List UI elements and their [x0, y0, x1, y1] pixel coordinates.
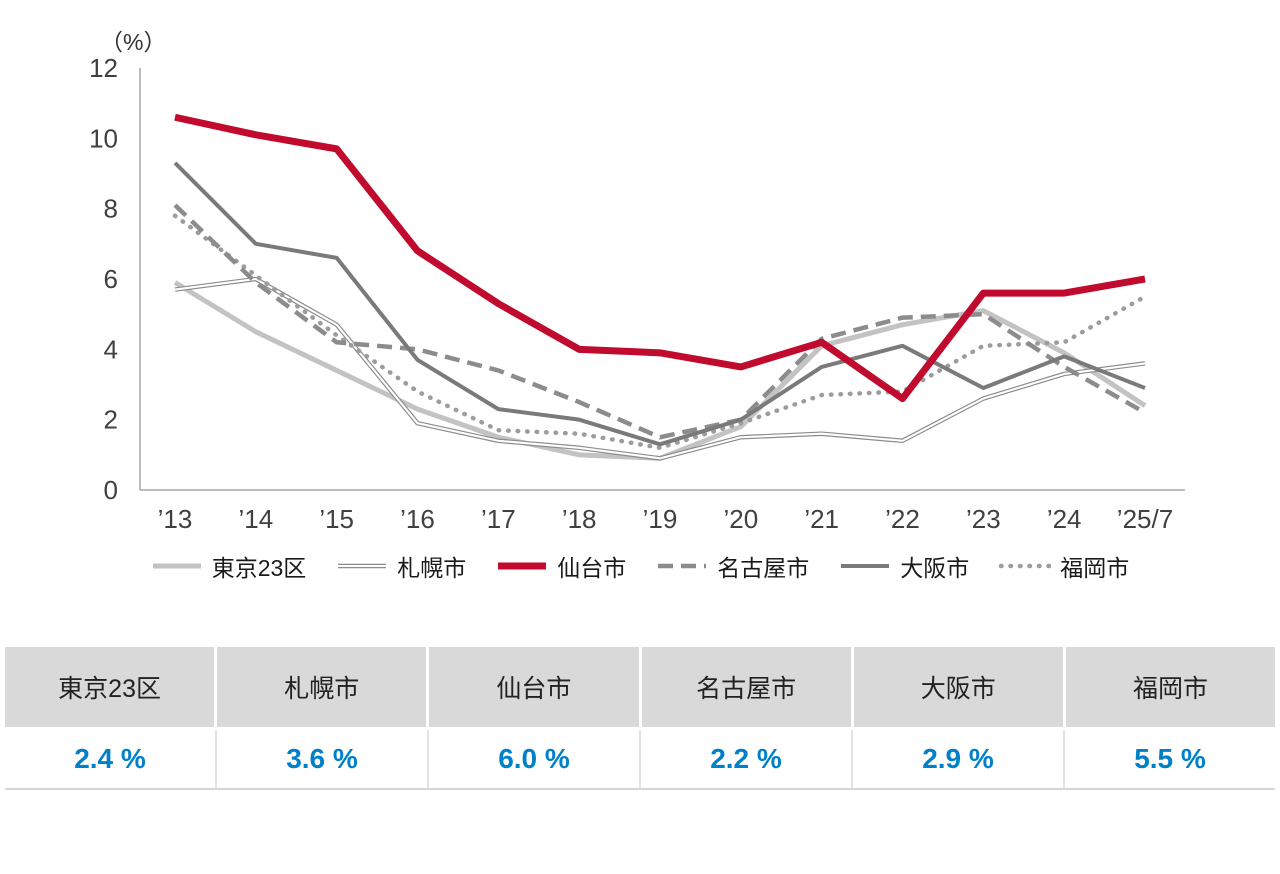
line-chart-canvas: （%）12 10 8 6 4 2 0 ’13 ’14 ’15 ’16 ’17 ’18 ’19 ’20 ’21 ’… — [89, 29, 1185, 534]
legend-label: 仙台市 — [557, 555, 627, 581]
x-tick-label: ’15 — [319, 504, 354, 534]
series-line-5 — [172, 213, 1148, 451]
x-tick-label: ’23 — [966, 504, 1001, 534]
legend-label: 札幌市 — [397, 555, 467, 581]
series-line-2 — [174, 113, 1146, 403]
x-tick-label: ’17 — [481, 504, 516, 534]
table-header-cell: 仙台市 — [429, 647, 639, 727]
legend-swatch-5 — [999, 559, 1052, 573]
y-tick-label: 2 — [104, 405, 118, 435]
x-tick-label: ’18 — [562, 504, 597, 534]
legend-item-tokyo23: 東京23区 — [151, 549, 307, 583]
legend-item-sapporo: 札幌市 — [336, 549, 466, 583]
y-tick-label: 0 — [104, 475, 118, 505]
legend-swatch-3 — [656, 559, 708, 573]
legend-swatch-2 — [496, 559, 548, 573]
series-line-3 — [173, 203, 1147, 440]
x-tick-label: ’25/7 — [1117, 504, 1173, 534]
table-header-cell: 大阪市 — [853, 647, 1063, 727]
table-value-cell: 2.2 % — [641, 730, 853, 788]
y-axis-unit-label: （%） — [100, 29, 166, 55]
table-header-cell: 札幌市 — [217, 647, 427, 727]
legend-swatch-4 — [839, 559, 891, 573]
series-line-1 — [174, 276, 1146, 461]
x-tick-label: ’13 — [158, 504, 193, 534]
legend-item-nagoya: 名古屋市 — [656, 549, 809, 583]
table-header-cell: 福岡市 — [1065, 647, 1276, 727]
x-tick-label: ’22 — [885, 504, 920, 534]
y-tick-label: 8 — [104, 194, 118, 224]
x-tick-label: ’20 — [723, 504, 758, 534]
x-tick-label: ’14 — [238, 504, 273, 534]
summary-table: 東京23区 札幌市 仙台市 名古屋市 大阪市 福岡市 2.4 % 3.6 % 6… — [5, 647, 1276, 790]
x-tick-label: ’16 — [400, 504, 435, 534]
legend-swatch-1 — [336, 559, 388, 573]
table-value-cell: 6.0 % — [429, 730, 641, 788]
legend-label: 大阪市 — [900, 555, 970, 581]
series-line-1-inner — [174, 277, 1146, 460]
table-value-cell: 2.9 % — [853, 730, 1065, 788]
table-header-row: 東京23区 札幌市 仙台市 名古屋市 大阪市 福岡市 — [5, 647, 1276, 727]
legend-label: 名古屋市 — [717, 555, 810, 581]
legend-item-sendai: 仙台市 — [496, 549, 626, 583]
chart-legend: 東京23区 札幌市 仙台市 名古屋市 大阪市 福岡市 — [0, 549, 1280, 583]
legend-item-osaka: 大阪市 — [839, 549, 969, 583]
series-line-0 — [173, 280, 1147, 461]
legend-item-fukuoka: 福岡市 — [999, 549, 1129, 583]
legend-label: 福岡市 — [1060, 555, 1130, 581]
legend-label: 東京23区 — [211, 555, 307, 581]
table-value-cell: 5.5 % — [1134, 743, 1206, 774]
table-value-cell: 2.4 % — [5, 730, 217, 788]
table-header-cell: 名古屋市 — [641, 647, 851, 727]
x-tick-label: ’24 — [1047, 504, 1082, 534]
y-tick-label: 6 — [104, 264, 118, 294]
legend-swatch-0 — [151, 559, 203, 573]
x-tick-label: ’21 — [804, 504, 839, 534]
table-value-row: 2.4 % 3.6 % 6.0 % 2.2 % 2.9 % 5.5 % — [5, 730, 1275, 790]
x-tick-label: ’19 — [643, 504, 678, 534]
table-header-cell: 東京23区 — [5, 647, 215, 727]
table-value-cell: 3.6 % — [217, 730, 429, 788]
series-line-4 — [173, 161, 1146, 447]
y-tick-label: 4 — [104, 334, 118, 364]
y-tick-label: 12 — [89, 53, 118, 83]
y-tick-label: 10 — [89, 123, 118, 153]
